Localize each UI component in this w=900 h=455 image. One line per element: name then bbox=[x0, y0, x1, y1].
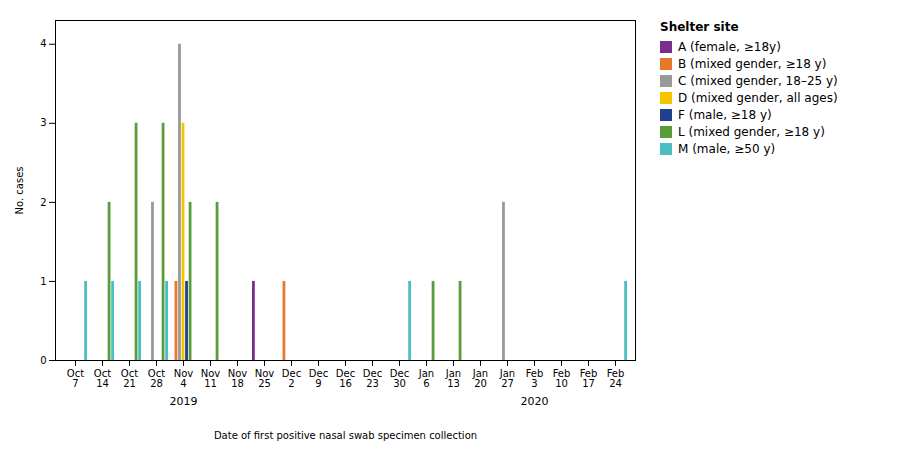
svg-text:Nov18: Nov18 bbox=[228, 368, 248, 389]
html-text:Shelter site: Shelter site bbox=[660, 20, 739, 34]
svg-text:Oct21: Oct21 bbox=[121, 368, 138, 389]
svg-text:Dec30: Dec30 bbox=[390, 368, 409, 389]
svg-text:Oct7: Oct7 bbox=[67, 368, 84, 389]
svg-text:Nov11: Nov11 bbox=[201, 368, 221, 389]
svg-text:Dec23: Dec23 bbox=[363, 368, 382, 389]
svg-text:Date of first positive nasal s: Date of first positive nasal swab specim… bbox=[214, 430, 477, 441]
html-text:M (male, ≥50 y): M (male, ≥50 y) bbox=[678, 142, 776, 156]
html-text:A (female, ≥18y): A (female, ≥18y) bbox=[678, 40, 781, 54]
svg-text:2: 2 bbox=[40, 197, 46, 208]
svg-text:4: 4 bbox=[40, 38, 46, 49]
svg-text:No. cases: No. cases bbox=[14, 167, 25, 215]
svg-text:Feb17: Feb17 bbox=[580, 368, 598, 389]
svg-text:Feb3: Feb3 bbox=[526, 368, 544, 389]
svg-text:Oct28: Oct28 bbox=[148, 368, 165, 389]
svg-text:Jan27: Jan27 bbox=[499, 368, 515, 389]
svg-text:1: 1 bbox=[40, 276, 46, 287]
svg-text:Oct14: Oct14 bbox=[94, 368, 111, 389]
html-text:L (mixed gender, ≥18 y): L (mixed gender, ≥18 y) bbox=[678, 125, 825, 139]
html-text:D (mixed gender, all ages): D (mixed gender, all ages) bbox=[678, 91, 838, 105]
svg-text:2019: 2019 bbox=[170, 395, 198, 408]
svg-text:2020: 2020 bbox=[521, 395, 549, 408]
svg-text:Dec16: Dec16 bbox=[336, 368, 355, 389]
svg-text:Dec9: Dec9 bbox=[309, 368, 328, 389]
svg-text:0: 0 bbox=[40, 355, 46, 366]
svg-text:Jan6: Jan6 bbox=[418, 368, 434, 389]
svg-text:Jan13: Jan13 bbox=[445, 368, 461, 389]
html-text:B (mixed gender, ≥18 y): B (mixed gender, ≥18 y) bbox=[678, 57, 827, 71]
svg-text:Feb24: Feb24 bbox=[607, 368, 625, 389]
svg-text:Nov4: Nov4 bbox=[174, 368, 194, 389]
svg-text:3: 3 bbox=[40, 117, 46, 128]
svg-text:Jan20: Jan20 bbox=[472, 368, 488, 389]
svg-text:Dec2: Dec2 bbox=[282, 368, 301, 389]
html-text:C (mixed gender, 18–25 y): C (mixed gender, 18–25 y) bbox=[678, 74, 838, 88]
svg-text:Feb10: Feb10 bbox=[553, 368, 571, 389]
html-text:F (male, ≥18 y): F (male, ≥18 y) bbox=[678, 108, 772, 122]
svg-text:Nov25: Nov25 bbox=[255, 368, 275, 389]
